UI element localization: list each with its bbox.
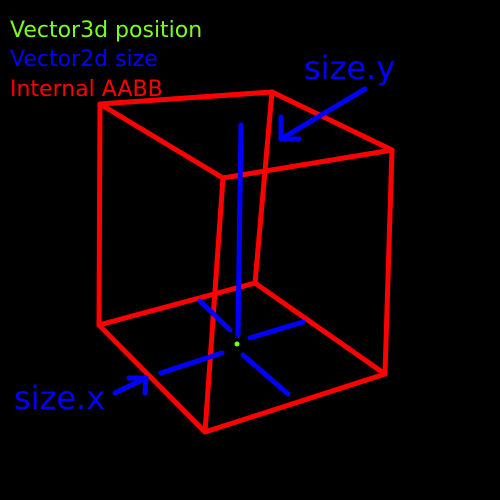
size-depth-axis-back	[197, 298, 233, 333]
size-y-arrow-shaft	[278, 86, 368, 142]
aabb-edge-vertical-front	[202, 175, 226, 435]
aabb-edge-vertical-back	[252, 89, 275, 286]
legend-position-label: Vector3d position	[10, 18, 202, 43]
legend-aabb-label: Internal AABB	[10, 77, 163, 102]
aabb-edge-vertical-left	[96, 101, 103, 328]
position-point	[234, 341, 240, 347]
size-depth-axis-front	[240, 352, 291, 397]
legend-size-label: Vector2d size	[10, 47, 158, 72]
size-y-label: size.y	[304, 49, 395, 87]
aabb-edge-vertical-right	[382, 147, 395, 377]
aabb-edge-top-back-right	[269, 89, 395, 153]
size-x-arrow	[112, 375, 149, 396]
aabb-box	[96, 89, 395, 435]
aabb-edge-bottom-front-left	[96, 322, 208, 435]
size-y-arrow	[278, 86, 368, 142]
size-axes	[158, 122, 306, 397]
aabb-edge-top-back-left	[97, 89, 275, 107]
size-y-arrowhead	[278, 114, 302, 142]
size-x-axis-left	[158, 350, 225, 376]
aabb-edge-bottom-front-right	[202, 371, 388, 435]
size-x-label: size.x	[14, 379, 105, 417]
aabb-edge-top-front-left	[97, 101, 226, 181]
aabb-edge-bottom-back-right	[252, 280, 388, 377]
aabb-edge-bottom-back-left	[96, 280, 258, 328]
size-y-axis	[235, 122, 244, 338]
size-x-arrowhead	[126, 375, 149, 396]
size-x-axis-right	[247, 319, 306, 341]
legend: Vector3d position Vector2d size Internal…	[10, 18, 202, 102]
aabb-edge-top-front-right	[220, 147, 395, 181]
